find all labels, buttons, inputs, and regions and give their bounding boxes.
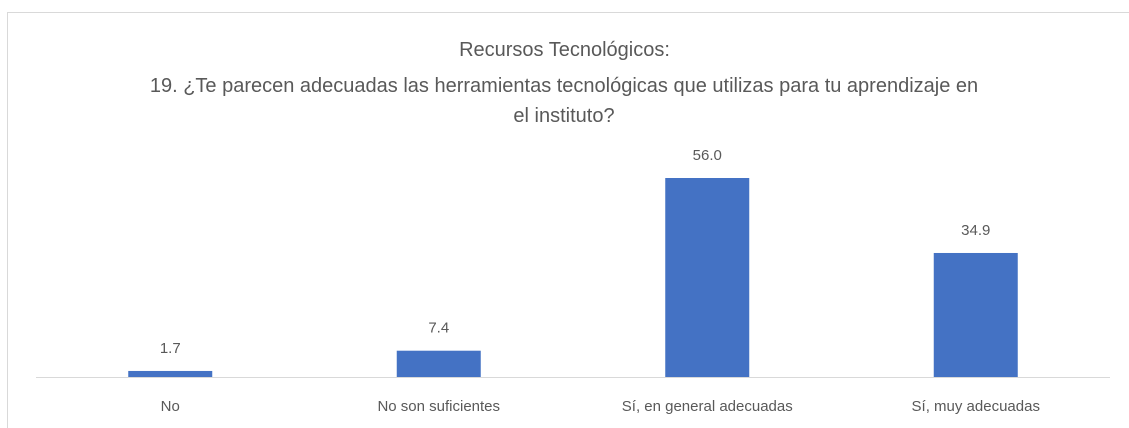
x-tick-label: Sí, muy adecuadas (912, 398, 1040, 415)
x-tick-label: No son suficientes (377, 398, 500, 415)
chart-title: Recursos Tecnológicos: (459, 39, 670, 61)
chart-subtitle: 19. ¿Te parecen adecuadas las herramient… (149, 75, 979, 127)
data-label: 56.0 (693, 147, 722, 164)
data-label: 34.9 (961, 222, 990, 239)
bar (933, 252, 1018, 377)
chart-border (7, 12, 1129, 428)
x-tick-label: Sí, en general adecuadas (622, 398, 793, 415)
data-label: 7.4 (428, 320, 449, 337)
bar (665, 178, 750, 377)
bar (128, 370, 213, 377)
bar (396, 350, 481, 377)
data-label: 1.7 (160, 340, 181, 357)
x-tick-label: No (161, 398, 180, 415)
